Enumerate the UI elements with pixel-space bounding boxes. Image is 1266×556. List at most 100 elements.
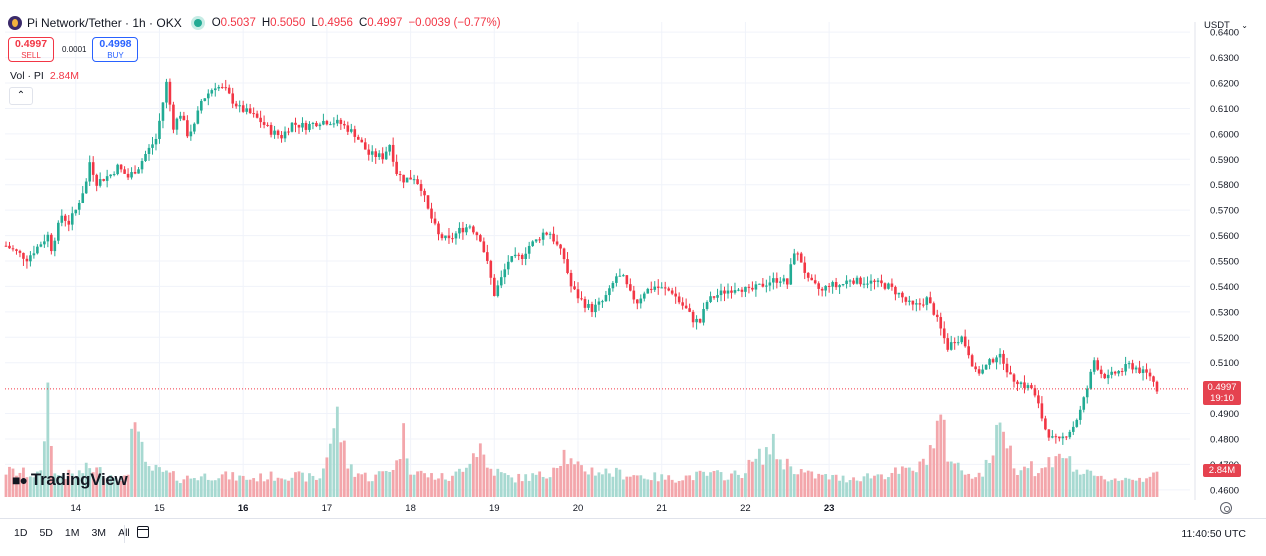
calendar-icon[interactable] bbox=[137, 526, 149, 538]
candle-body bbox=[761, 283, 765, 287]
volume-bar bbox=[395, 460, 399, 497]
volume-bar bbox=[1033, 476, 1037, 497]
buy-label: BUY bbox=[107, 51, 124, 60]
timeframe-all[interactable]: All bbox=[118, 527, 130, 539]
volume-bar bbox=[667, 475, 671, 497]
volume-bar bbox=[963, 474, 967, 497]
candle-body bbox=[234, 103, 238, 107]
time-tick-label: 14 bbox=[70, 503, 81, 514]
volume-bar bbox=[175, 480, 179, 497]
volume-bar bbox=[719, 472, 723, 497]
volume-bar bbox=[151, 470, 154, 497]
volume-bar bbox=[921, 458, 925, 497]
collapse-legend-button[interactable]: ⌃ bbox=[9, 87, 33, 105]
volume-bar bbox=[384, 470, 388, 497]
volume-bar bbox=[705, 475, 709, 497]
symbol-title[interactable]: Pi Network/Tether · 1h · OKX bbox=[27, 16, 182, 30]
volume-bar bbox=[482, 454, 486, 497]
volume-bar bbox=[255, 481, 259, 497]
candle-body bbox=[946, 338, 950, 350]
volume-bar bbox=[824, 474, 828, 497]
price-tick-label: 0.5600 bbox=[1210, 231, 1239, 242]
currency-selector[interactable]: USDT ⌄ bbox=[1204, 17, 1248, 33]
candle-body bbox=[799, 253, 803, 263]
volume-bar bbox=[77, 470, 81, 497]
volume-bar bbox=[1064, 458, 1068, 497]
candle-body bbox=[820, 288, 824, 291]
price-chart[interactable]: 0.6400 0.6300 0.6200 0.6100 0.6000 0.5900 0.58… bbox=[0, 0, 1266, 518]
volume-bar bbox=[63, 479, 67, 497]
tradingview-logo[interactable]: ■● TradingView bbox=[12, 470, 128, 490]
candle-body bbox=[754, 284, 758, 290]
market-open-icon bbox=[193, 19, 202, 27]
volume-bar bbox=[238, 475, 242, 497]
volume-bar bbox=[810, 471, 814, 497]
candle-body bbox=[904, 297, 908, 302]
candle-body bbox=[318, 124, 322, 127]
candle-body bbox=[632, 290, 636, 300]
volume-bar bbox=[377, 471, 381, 497]
volume-legend[interactable]: Vol · PI 2.84M bbox=[10, 70, 79, 82]
candle-body bbox=[531, 241, 534, 246]
bar-countdown: 19:10 bbox=[1210, 393, 1234, 404]
candle-body bbox=[751, 287, 754, 290]
candle-body bbox=[911, 300, 915, 305]
price-tick-label: 0.6400 bbox=[1210, 28, 1239, 39]
candle-body bbox=[841, 284, 845, 286]
candle-body bbox=[186, 120, 189, 137]
candle-body bbox=[479, 235, 482, 242]
volume-bar bbox=[67, 469, 71, 497]
candle-body bbox=[1103, 373, 1106, 379]
volume-bar bbox=[1016, 474, 1019, 497]
volume-bar bbox=[206, 479, 210, 497]
volume-bar bbox=[513, 482, 517, 497]
timeframe-1m[interactable]: 1M bbox=[64, 527, 80, 539]
candle-body bbox=[758, 283, 761, 285]
volume-bar bbox=[444, 479, 447, 497]
candle-body bbox=[1096, 360, 1100, 370]
volume-bar bbox=[771, 433, 775, 497]
candle-body bbox=[866, 283, 869, 285]
volume-bar bbox=[573, 464, 576, 497]
volume-bar bbox=[1141, 481, 1145, 497]
volume-bar bbox=[126, 474, 130, 497]
candle-body bbox=[974, 366, 977, 370]
sell-button[interactable]: 0.4997 SELL bbox=[8, 37, 54, 62]
volume-bar bbox=[677, 480, 681, 497]
candle-body bbox=[806, 272, 810, 278]
settings-gear-icon[interactable] bbox=[1220, 502, 1232, 514]
volume-bar bbox=[506, 475, 510, 497]
buy-button[interactable]: 0.4998 BUY bbox=[92, 37, 139, 62]
candle-body bbox=[604, 295, 608, 302]
candle-body bbox=[873, 280, 876, 282]
volume-bar bbox=[911, 470, 915, 497]
volume-bar bbox=[192, 478, 196, 497]
volume-bar bbox=[998, 422, 1002, 497]
candle-body bbox=[248, 108, 252, 114]
volume-bar bbox=[900, 466, 904, 497]
timeframe-3m[interactable]: 3M bbox=[91, 527, 107, 539]
candle-body bbox=[290, 122, 294, 132]
candle-body bbox=[656, 286, 660, 288]
volume-bar bbox=[213, 480, 217, 497]
price-tick-label: 0.4600 bbox=[1210, 485, 1239, 496]
volume-bar bbox=[297, 471, 301, 497]
timeframe-1d[interactable]: 1D bbox=[14, 527, 28, 539]
candle-body bbox=[140, 161, 144, 170]
candle-body bbox=[1127, 363, 1131, 365]
timeframe-5d[interactable]: 5D bbox=[39, 527, 53, 539]
volume-bar bbox=[925, 465, 929, 497]
candle-body bbox=[384, 151, 388, 160]
volume-bar bbox=[709, 472, 712, 497]
volume-bar bbox=[545, 478, 549, 497]
candle-body bbox=[255, 113, 259, 118]
candle-body bbox=[430, 208, 433, 219]
clock[interactable]: 11:40:50 UTC bbox=[1181, 528, 1246, 540]
volume-bar bbox=[430, 473, 433, 497]
candle-body bbox=[663, 287, 667, 289]
trade-panel: 0.4997 SELL 0.0001 0.4998 BUY bbox=[8, 37, 139, 62]
volume-bar bbox=[785, 458, 789, 497]
volume-bar bbox=[1050, 467, 1054, 497]
candle-body bbox=[325, 120, 329, 125]
candle-body bbox=[935, 314, 939, 318]
